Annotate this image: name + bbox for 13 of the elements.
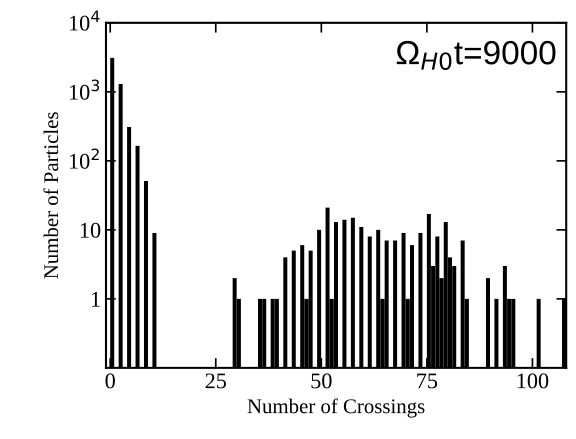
x-tick-label: 100 (518, 373, 548, 388)
y-axis-title: Number of Particles (43, 112, 58, 279)
x-tick-label: 50 (312, 373, 332, 388)
y-tick-label: 10$^{3}$ (70, 79, 100, 100)
x-tick-label: 0 (106, 373, 115, 388)
annotation: Ω$_{H0}$t=9000 (396, 40, 556, 70)
y-tick-label: 10 (80, 222, 100, 238)
x-tick-label: 75 (417, 374, 438, 388)
y-tick-label: 10$^{2}$ (70, 148, 99, 169)
x-tick-label: 25 (206, 373, 226, 388)
y-tick-label: 10$^{4}$ (70, 10, 100, 31)
x-axis-title: Number of Crossings (248, 398, 424, 418)
y-tick-label: 1 (92, 292, 100, 307)
